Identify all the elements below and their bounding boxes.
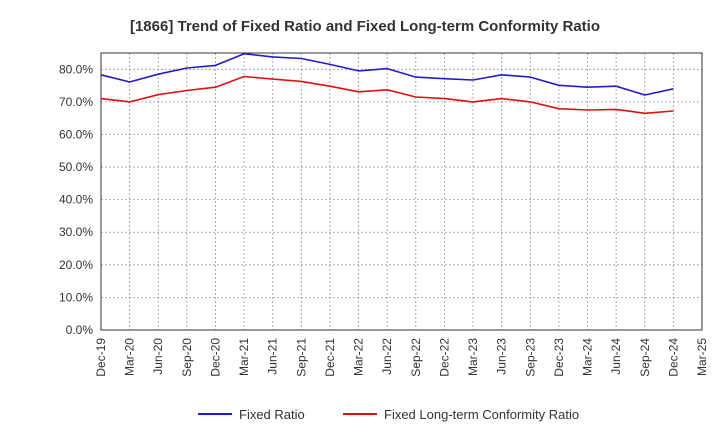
series-line-fixed-ratio bbox=[100, 52, 674, 96]
x-tick-label: Sep-21 bbox=[294, 338, 308, 377]
legend-label: Fixed Long-term Conformity Ratio bbox=[384, 407, 579, 422]
y-tick-label: 10.0% bbox=[59, 290, 93, 304]
x-tick-label: Mar-23 bbox=[466, 338, 480, 376]
gridlines bbox=[101, 53, 703, 330]
x-tick-label: Sep-24 bbox=[638, 338, 652, 377]
y-tick-label: 20.0% bbox=[59, 258, 93, 272]
plot-area bbox=[101, 53, 702, 330]
y-tick-label: 70.0% bbox=[59, 95, 93, 109]
x-tick-label: Jun-21 bbox=[266, 338, 280, 375]
x-tick-label: Mar-24 bbox=[581, 338, 595, 376]
x-tick-label: Mar-25 bbox=[695, 338, 709, 376]
x-tick-label: Dec-23 bbox=[552, 338, 566, 377]
y-tick-label: 40.0% bbox=[59, 193, 93, 207]
x-tick-label: Sep-22 bbox=[409, 338, 423, 377]
x-tick-label: Dec-19 bbox=[94, 338, 108, 377]
y-tick-label: 30.0% bbox=[59, 225, 93, 239]
y-tick-label: 50.0% bbox=[59, 160, 93, 174]
x-tick-label: Jun-24 bbox=[609, 338, 623, 375]
y-tick-label: 80.0% bbox=[59, 62, 93, 76]
x-tick-label: Mar-21 bbox=[237, 338, 251, 376]
x-tick-label: Jun-22 bbox=[380, 338, 394, 375]
series-lines bbox=[100, 52, 674, 115]
x-tick-label: Dec-24 bbox=[666, 338, 680, 377]
legend-label: Fixed Ratio bbox=[239, 407, 305, 422]
x-tick-label: Dec-21 bbox=[323, 338, 337, 377]
x-tick-label: Sep-23 bbox=[523, 338, 537, 377]
x-tick-label: Dec-22 bbox=[437, 338, 451, 377]
series-line-fixed-long-term-conformity-ratio bbox=[100, 75, 674, 115]
x-tick-label: Mar-22 bbox=[352, 338, 366, 376]
x-tick-label: Jun-20 bbox=[151, 338, 165, 375]
chart-title: [1866] Trend of Fixed Ratio and Fixed Lo… bbox=[130, 18, 600, 35]
x-tick-label: Jun-23 bbox=[495, 338, 509, 375]
axes: 0.0% 10.0% 20.0% 30.0% 40.0% 50.0% 60.0% 70.0% 8… bbox=[59, 52, 709, 377]
x-tick-label: Dec-20 bbox=[208, 338, 222, 377]
y-tick-label: 0.0% bbox=[66, 323, 94, 337]
plot-frame bbox=[100, 52, 703, 331]
x-tick-label: Sep-20 bbox=[180, 338, 194, 377]
x-tick-label: Mar-20 bbox=[123, 338, 137, 376]
legend: Fixed Ratio Fixed Long-term Conformity Ra… bbox=[198, 407, 579, 422]
y-tick-label: 60.0% bbox=[59, 127, 93, 141]
